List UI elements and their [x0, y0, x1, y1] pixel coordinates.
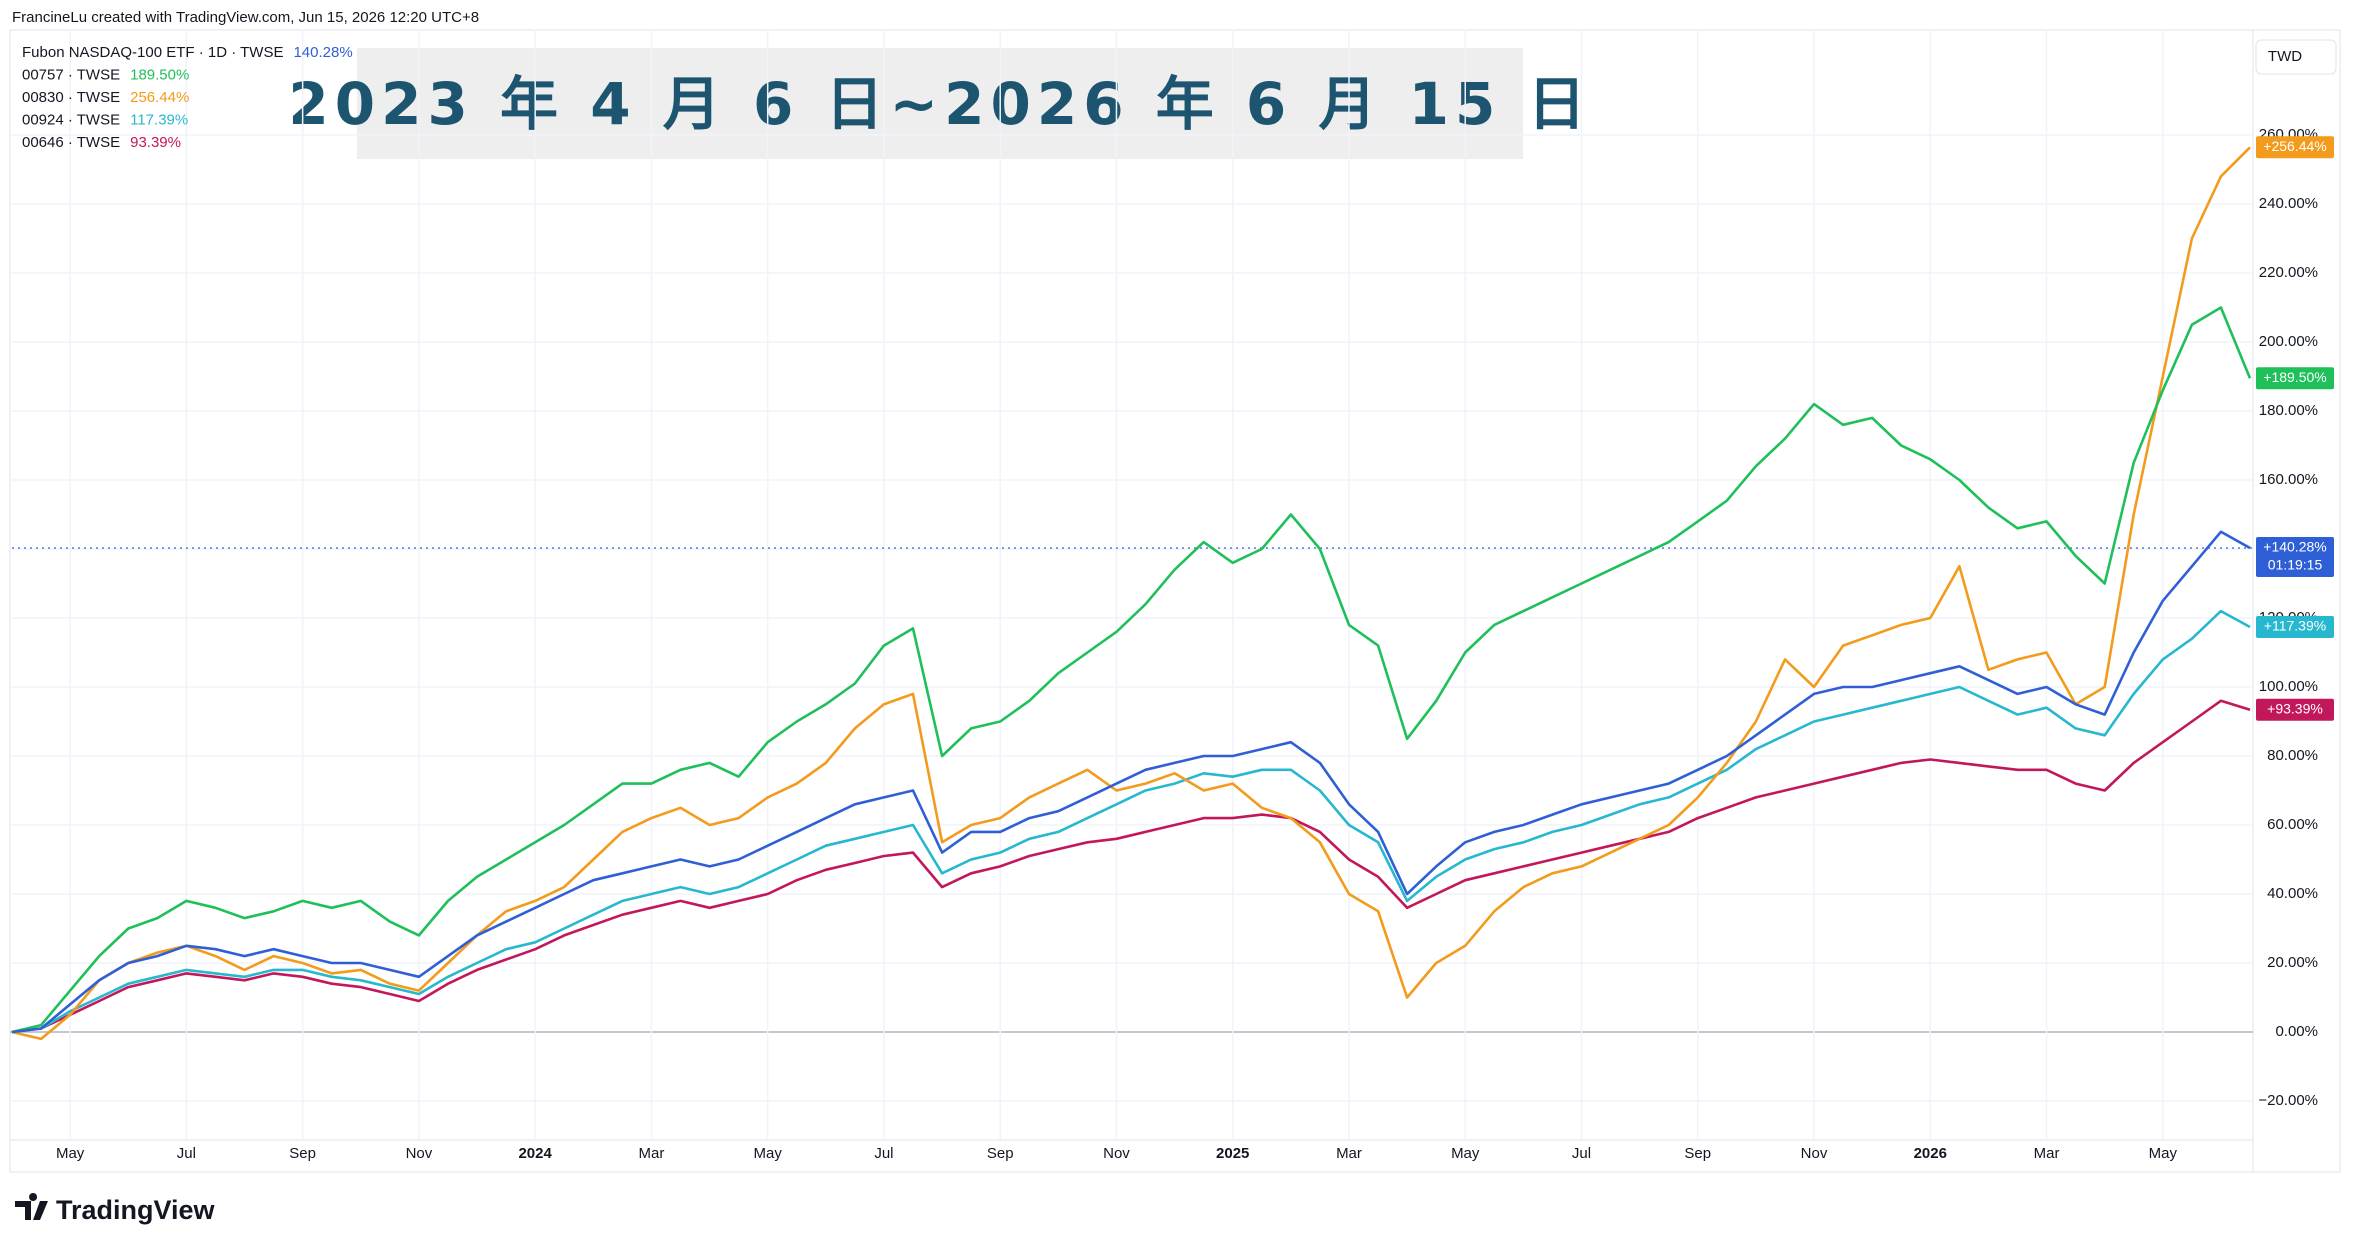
y-tick-label: 40.00%: [2267, 885, 2318, 902]
legend-value: 189.50%: [130, 66, 189, 83]
y-tick-label: 100.00%: [2259, 678, 2318, 695]
y-tick-label: 20.00%: [2267, 954, 2318, 971]
x-tick-label: May: [2149, 1145, 2178, 1162]
chart-frame: [9, 29, 2341, 1173]
x-tick-label: May: [1451, 1145, 1480, 1162]
x-tick-label: Nov: [1801, 1145, 1828, 1162]
x-tick-label: Mar: [2034, 1145, 2060, 1162]
x-tick-label: Jul: [874, 1145, 893, 1162]
y-tick-label: 220.00%: [2259, 264, 2318, 281]
currency-button[interactable]: [2255, 39, 2337, 75]
legend-value: 93.39%: [130, 134, 181, 151]
price-tag: [2256, 698, 2334, 721]
series-line: [11, 609, 2251, 1034]
x-tick-label: Jul: [177, 1145, 196, 1162]
price-tag-label: +189.50%: [2263, 369, 2326, 385]
y-tick-label: 0.00%: [2275, 1023, 2318, 1040]
x-tick-label: Nov: [1103, 1145, 1130, 1162]
x-tick-label: 2025: [1216, 1145, 1249, 1162]
series-line: [11, 699, 2251, 1034]
countdown: 01:19:15: [2268, 557, 2323, 573]
price-tag-label: +93.39%: [2267, 701, 2323, 717]
x-tick-label: 2024: [518, 1145, 552, 1162]
series-line: [11, 530, 2251, 1034]
x-tick-label: May: [754, 1145, 783, 1162]
legend-name: Fubon NASDAQ-100 ETF · 1D · TWSE: [22, 44, 283, 61]
y-tick-label: 160.00%: [2259, 471, 2318, 488]
grid: [10, 29, 2253, 1140]
chart-title: 2023 年 4 月 6 日~2026 年 6 月 15 日: [288, 70, 1591, 138]
y-tick-label: −20.00%: [2258, 1092, 2318, 1109]
legend-value: 256.44%: [130, 89, 189, 106]
price-tag: [2256, 537, 2334, 578]
price-tag-label: +117.39%: [2264, 618, 2326, 634]
x-tick-label: Mar: [1336, 1145, 1362, 1162]
x-tick-label: 2026: [1914, 1145, 1947, 1162]
y-tick-label: 240.00%: [2259, 195, 2318, 212]
legend-name: 00830 · TWSE: [22, 89, 120, 106]
brand: TradingView: [56, 1195, 216, 1225]
currency[interactable]: TWD: [2268, 48, 2302, 65]
title-box: [357, 48, 1523, 159]
y-tick-label: 180.00%: [2259, 402, 2318, 419]
x-tick-label: Sep: [289, 1145, 316, 1162]
x-tick-label: Sep: [987, 1145, 1014, 1162]
y-tick-label: 200.00%: [2259, 333, 2318, 350]
price-tag: [2256, 136, 2334, 159]
y-tick-label: 80.00%: [2267, 747, 2318, 764]
legend-value: 117.39%: [130, 111, 188, 128]
legend-value: 140.28%: [293, 44, 352, 61]
price-tag: [2256, 616, 2334, 639]
series-line: [11, 306, 2252, 1034]
x-tick-label: Nov: [406, 1145, 433, 1162]
x-tick-label: Mar: [639, 1145, 665, 1162]
legend-name: 00757 · TWSE: [22, 66, 120, 83]
logo: TradingView: [15, 1193, 216, 1225]
x-tick-label: Sep: [1684, 1145, 1711, 1162]
header: FrancineLu created with TradingView.com,…: [12, 9, 479, 26]
plot: [11, 146, 2252, 1041]
legend: Fubon NASDAQ-100 ETF · 1D · TWSE 140.28% 0…: [22, 44, 353, 151]
legend-name: 00924 · TWSE: [22, 111, 120, 128]
price-tag: [2256, 367, 2334, 390]
price-tag-label: +140.28%: [2263, 539, 2326, 555]
series-line: [11, 146, 2251, 1041]
price-tag-label: +256.44%: [2263, 138, 2326, 154]
legend-name: 00646 · TWSE: [22, 134, 120, 151]
y-tick-label: 60.00%: [2267, 816, 2318, 833]
x-tick-label: May: [56, 1145, 85, 1162]
x-tick-label: Jul: [1572, 1145, 1591, 1162]
logo-icon: [15, 1193, 48, 1220]
